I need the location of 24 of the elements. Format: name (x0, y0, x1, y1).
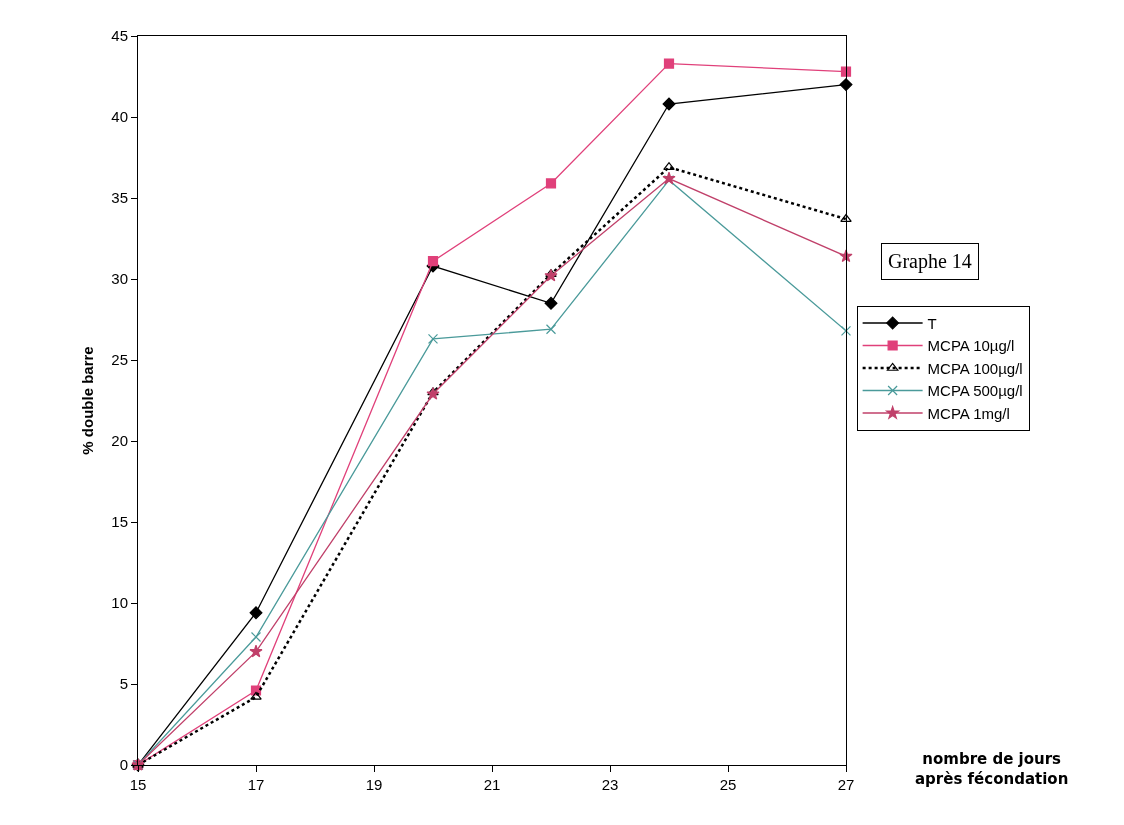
x-tick-label: 21 (483, 776, 501, 793)
x-tick-label: 25 (719, 776, 737, 793)
y-tick-label: 10 (111, 594, 128, 612)
y-tick-label: 35 (111, 189, 128, 207)
x-tick-label: 19 (365, 776, 383, 793)
text: Graphe 14 (888, 250, 972, 273)
legend-label: T (927, 314, 937, 332)
y-tick-label: 25 (111, 351, 128, 369)
y-tick-label: 45 (111, 27, 128, 45)
legend-label: MCPA 10µg/l (927, 337, 1015, 355)
y-tick-label: 40 (111, 108, 128, 126)
legend-label: MCPA 100µg/l (927, 359, 1023, 377)
y-axis-title: % double barre (78, 346, 96, 455)
y-tick-label: 20 (111, 432, 128, 450)
x-tick-label: 17 (247, 776, 265, 793)
legend-label: MCPA 500µg/l (927, 382, 1023, 400)
legend-label: MCPA 1mg/l (927, 404, 1010, 422)
y-tick-label: 0 (119, 756, 128, 774)
x-tick-label: 27 (837, 776, 855, 793)
x-axis-title: nombre de jours après fécondation (915, 750, 1069, 788)
y-tick-label: 15 (111, 513, 128, 531)
y-tick-label: 5 (119, 675, 128, 693)
y-tick-label: 30 (111, 270, 128, 288)
x-tick-label: 23 (601, 776, 619, 793)
